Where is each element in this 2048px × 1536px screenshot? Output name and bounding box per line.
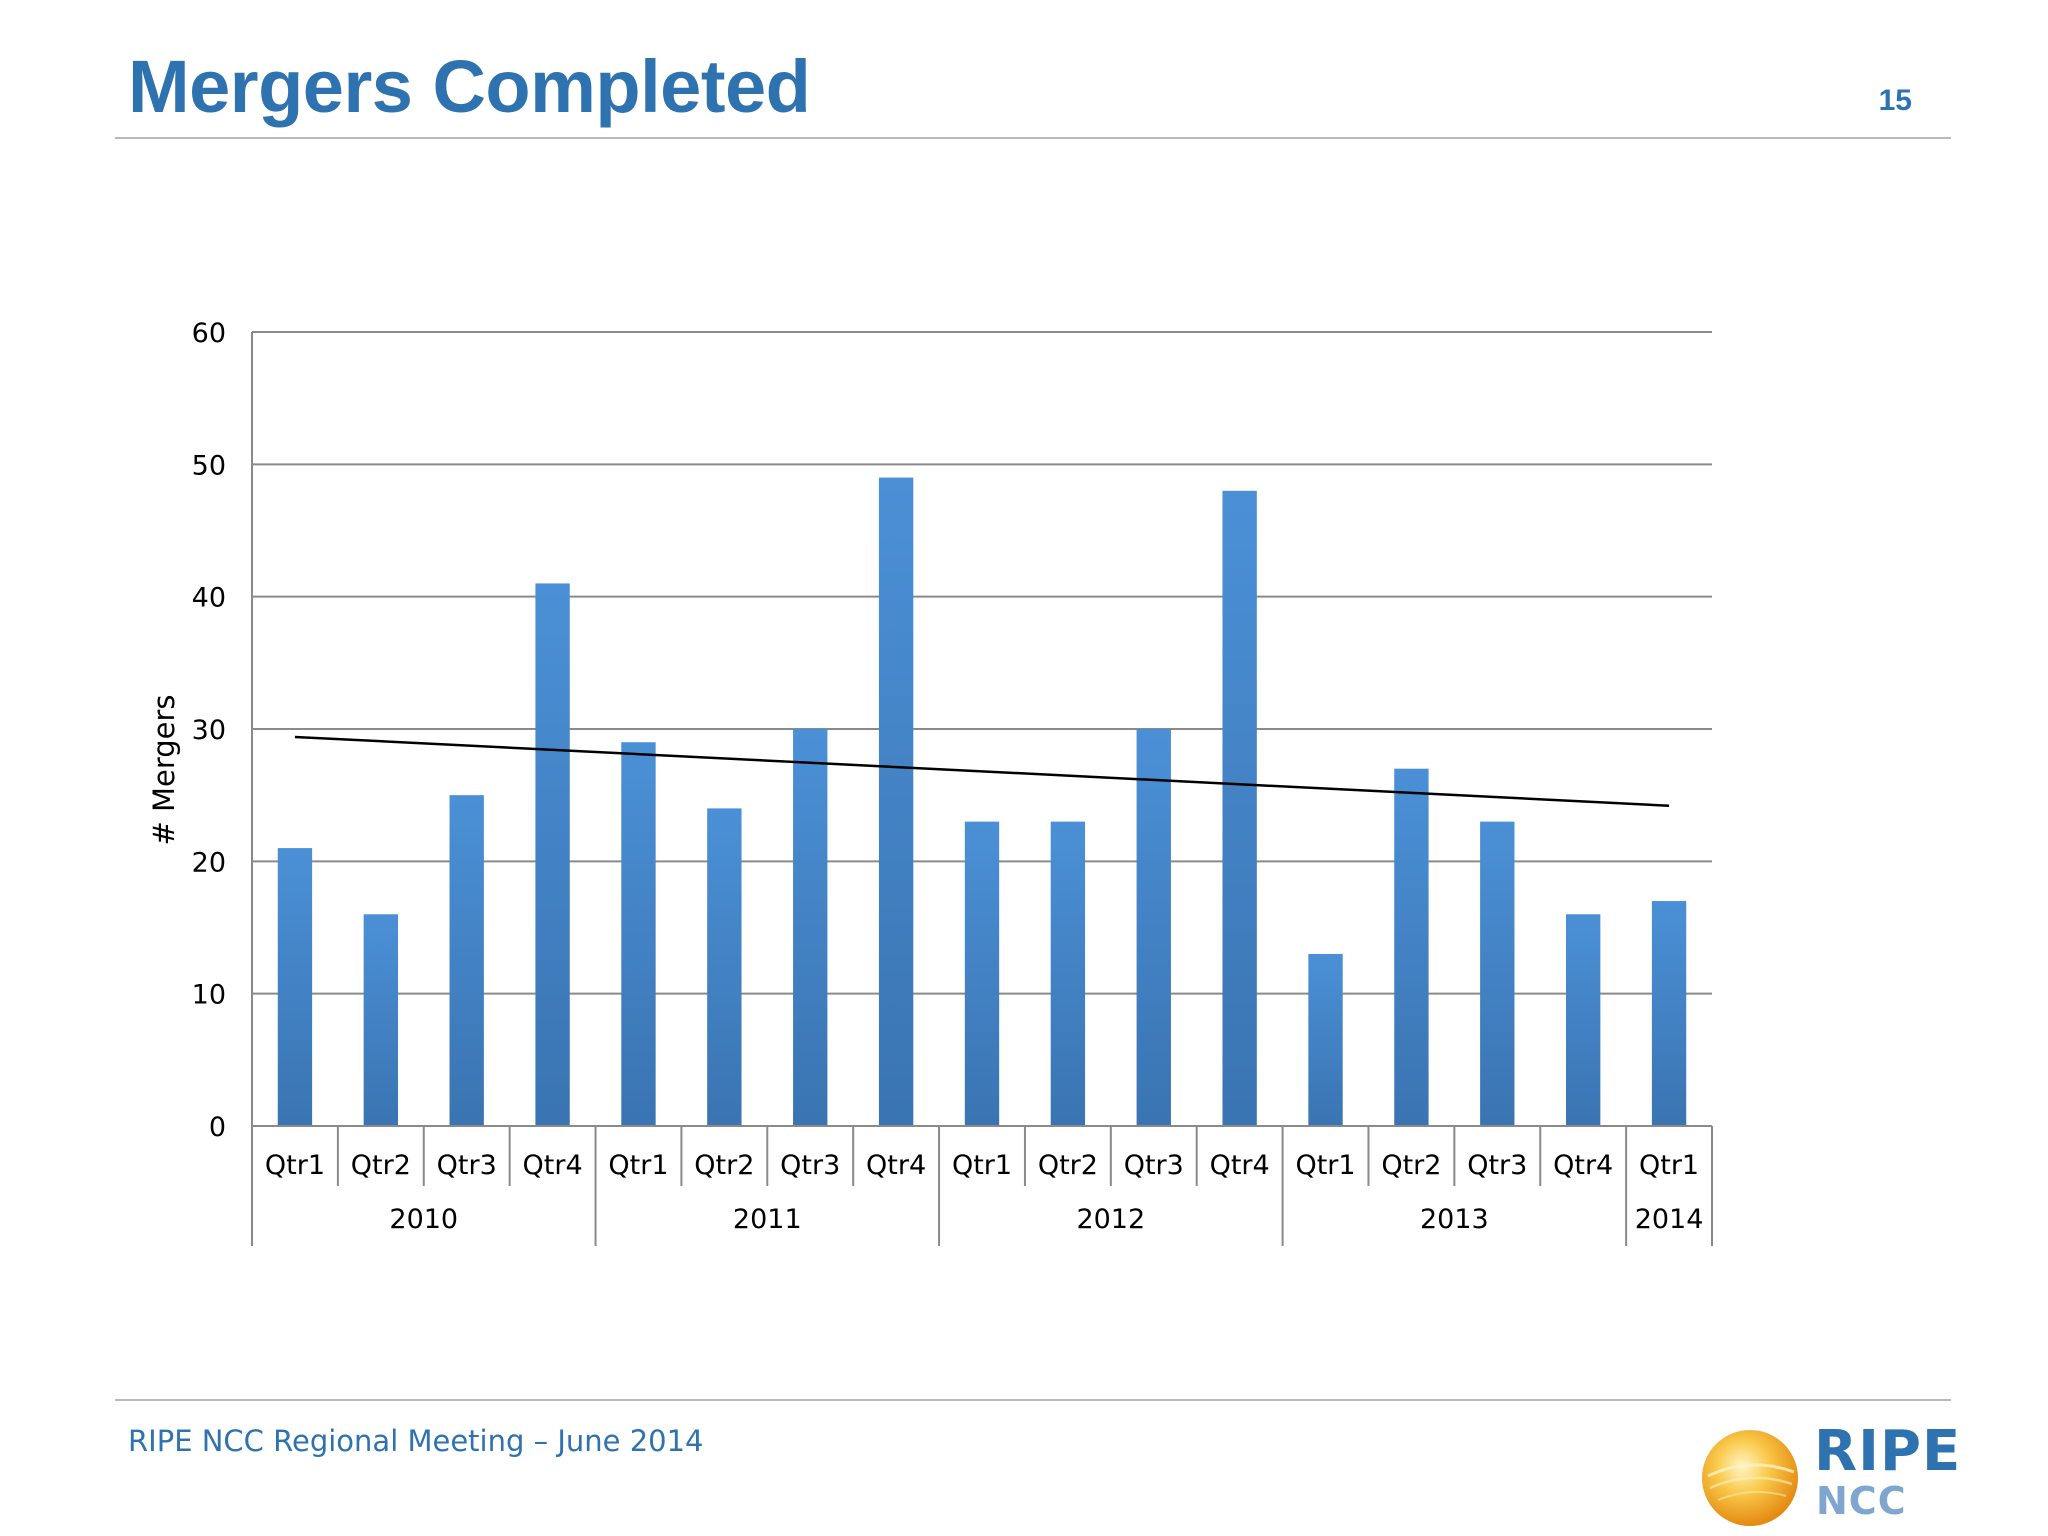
- y-tick-label: 20: [192, 847, 226, 878]
- page-number: 15: [1878, 84, 1912, 117]
- trendline-layer: [294, 735, 1670, 808]
- logo-text-ncc: NCC: [1816, 1479, 1907, 1523]
- bar: [1394, 768, 1429, 1126]
- slide-title: Mergers Completed: [128, 45, 811, 128]
- y-tick-label: 10: [192, 980, 226, 1011]
- footer-text: RIPE NCC Regional Meeting – June 2014: [128, 1424, 704, 1458]
- bar: [1050, 821, 1086, 1126]
- year-group-label: 2010: [389, 1204, 458, 1235]
- x-tick-label: Qtr2: [694, 1150, 754, 1181]
- y-tick-label: 60: [192, 318, 226, 349]
- x-tick-label: Qtr4: [866, 1150, 926, 1181]
- bar: [1651, 901, 1687, 1126]
- footer-divider: [115, 1399, 1951, 1401]
- x-tick-label: Qtr2: [1381, 1150, 1441, 1181]
- bars: [277, 477, 1687, 1127]
- y-axis-label: # Mergers: [147, 694, 181, 845]
- x-tick-label: Qtr1: [1639, 1150, 1699, 1181]
- axes: 0 10 20 30 40 50 60 Qtr1 Qtr2 Qtr3 Qtr4 Qtr1 Qtr2 Qtr…: [192, 318, 1713, 1246]
- bar: [1480, 821, 1515, 1126]
- bar: [707, 808, 742, 1126]
- bar: [449, 795, 484, 1126]
- x-tick-label: Qtr2: [351, 1150, 411, 1181]
- logo-text-ripe: RIPE: [1814, 1419, 1962, 1484]
- x-tick-label: Qtr3: [1467, 1150, 1527, 1181]
- bar: [363, 914, 398, 1126]
- x-tick-label: Qtr1: [608, 1150, 668, 1181]
- year-group-label: 2013: [1420, 1204, 1489, 1235]
- y-tick-label: 50: [192, 450, 226, 481]
- x-tick-label: Qtr4: [523, 1150, 583, 1181]
- trendline: [294, 735, 1670, 808]
- bar: [1222, 490, 1257, 1126]
- x-tick-label: Qtr3: [1124, 1150, 1184, 1181]
- year-group-label: 2011: [733, 1204, 802, 1235]
- x-tick-label: Qtr1: [1295, 1150, 1355, 1181]
- x-tick-label: Qtr1: [265, 1150, 325, 1181]
- y-tick-label: 40: [192, 583, 226, 614]
- year-group-label: 2014: [1635, 1204, 1704, 1235]
- x-tick-label: Qtr3: [437, 1150, 497, 1181]
- year-group-label: 2012: [1076, 1204, 1145, 1235]
- bar: [793, 729, 828, 1126]
- bar: [1308, 953, 1343, 1126]
- x-tick-label: Qtr4: [1553, 1150, 1613, 1181]
- y-tick-label: 0: [209, 1112, 226, 1143]
- x-tick-label: Qtr4: [1210, 1150, 1270, 1181]
- sun-globe-icon: [1702, 1430, 1798, 1526]
- bar: [964, 821, 1000, 1126]
- grid-lines: [252, 331, 1712, 995]
- mergers-bar-chart: 0 10 20 30 40 50 60 Qtr1 Qtr2 Qtr3 Qtr4 Qtr1 Qtr2 Qtr…: [147, 318, 1713, 1246]
- bar: [621, 742, 656, 1126]
- y-tick-label: 30: [192, 715, 226, 746]
- bar: [1136, 729, 1171, 1126]
- x-tick-label: Qtr1: [952, 1150, 1012, 1181]
- bar: [535, 583, 570, 1126]
- ripe-ncc-logo: RIPE NCC: [1696, 1418, 1960, 1536]
- bar: [1566, 914, 1601, 1126]
- x-tick-label: Qtr2: [1038, 1150, 1098, 1181]
- title-divider: [115, 137, 1951, 139]
- x-tick-label: Qtr3: [780, 1150, 840, 1181]
- bar: [277, 848, 313, 1126]
- bar: [878, 477, 914, 1127]
